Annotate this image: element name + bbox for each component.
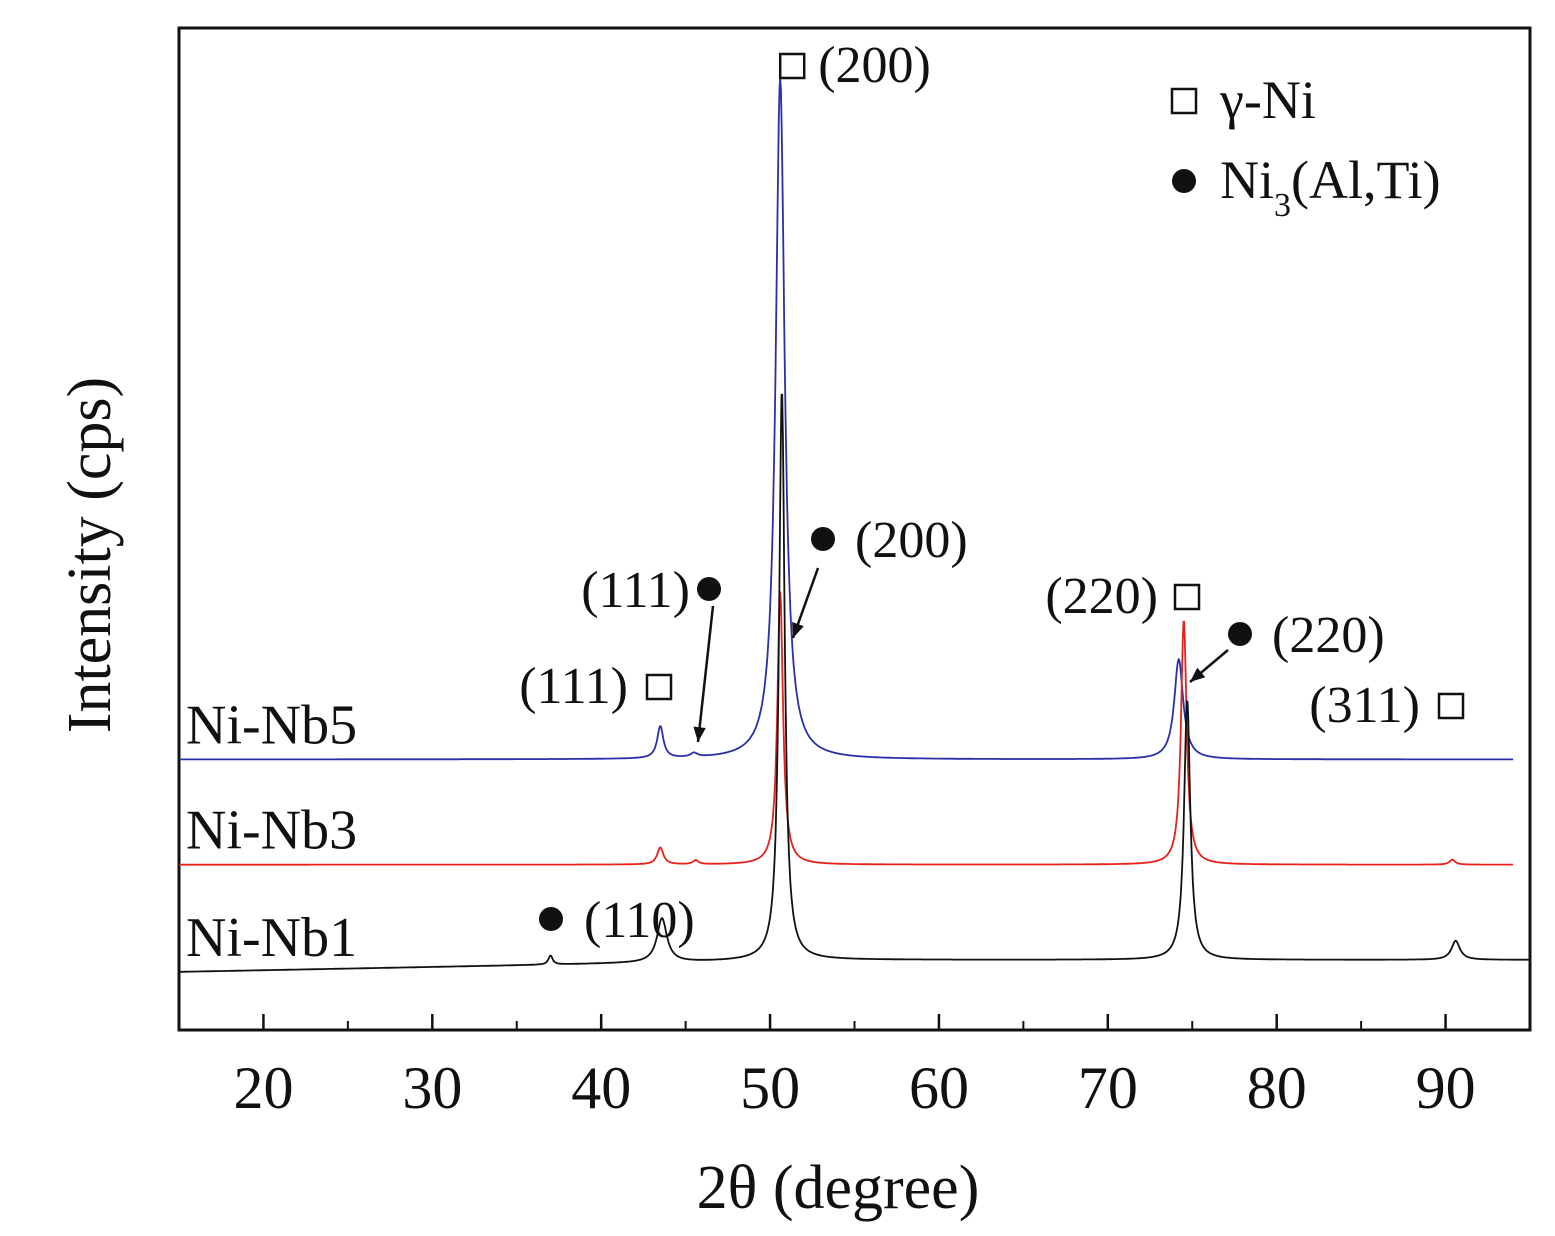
x-tick-label-80: 80 <box>1247 1055 1307 1121</box>
open-square-marker <box>1173 583 1201 611</box>
x-tick-label-40: 40 <box>571 1055 631 1121</box>
open-square-marker <box>1437 692 1465 720</box>
peak-annotations: (200) (111) (111) (200) (220) (220) (311) (110) <box>519 37 1465 949</box>
legend-gamma-prime-symbol <box>1172 169 1196 193</box>
y-axis-label: Intensity (cps) <box>56 377 124 733</box>
annotation-label: (200) <box>855 512 968 569</box>
legend: γ-Ni Ni3(Al,Ti) <box>1170 70 1441 224</box>
annotation-label: (200) <box>818 37 931 94</box>
x-tick-label-30: 30 <box>402 1055 462 1121</box>
legend-gamma-symbol <box>1170 87 1198 115</box>
series-labels: Ni-Nb5 Ni-Nb3 Ni-Nb1 <box>186 694 357 968</box>
annotation-label: (311) <box>1309 677 1420 734</box>
open-square-marker <box>645 673 673 701</box>
series-line-ni-nb3 <box>178 591 1514 866</box>
annotation-label: (111) <box>581 562 690 619</box>
annotation-label: (111) <box>519 658 628 715</box>
x-axis-label: 2θ (degree) <box>697 1154 980 1222</box>
x-tick-label-20: 20 <box>233 1055 293 1121</box>
x-tick-label-90: 90 <box>1416 1055 1476 1121</box>
filled-circle-marker <box>811 527 835 551</box>
annotation-label: (220) <box>1272 607 1385 664</box>
x-tick-label-60: 60 <box>909 1055 969 1121</box>
annotation-label: (220) <box>1045 568 1158 625</box>
annotation-label: (110) <box>584 892 695 949</box>
annotation-arrow <box>696 605 715 743</box>
x-tick-label-70: 70 <box>1078 1055 1138 1121</box>
annotation-arrow-head <box>693 726 706 742</box>
series-line-ni-nb5 <box>178 77 1514 761</box>
filled-circle-marker <box>697 577 721 601</box>
x-axis-ticks: 20 30 40 50 60 70 80 90 <box>178 1014 1476 1121</box>
filled-circle-marker <box>539 907 563 931</box>
legend-gamma-prime-label: Ni3(Al,Ti) <box>1220 150 1441 224</box>
series-lines <box>178 77 1531 973</box>
legend-gamma-label: γ-Ni <box>1219 70 1316 130</box>
series-label-ni-nb1: Ni-Nb1 <box>186 907 357 969</box>
filled-circle-marker <box>1228 622 1252 646</box>
annotation-arrow-head <box>1190 667 1206 682</box>
series-label-ni-nb3: Ni-Nb3 <box>186 800 357 862</box>
series-line-ni-nb1 <box>178 393 1531 973</box>
series-label-ni-nb5: Ni-Nb5 <box>186 694 357 756</box>
x-tick-label-50: 50 <box>740 1055 800 1121</box>
annotation-arrow-head <box>792 622 804 638</box>
open-square-marker <box>778 52 806 80</box>
